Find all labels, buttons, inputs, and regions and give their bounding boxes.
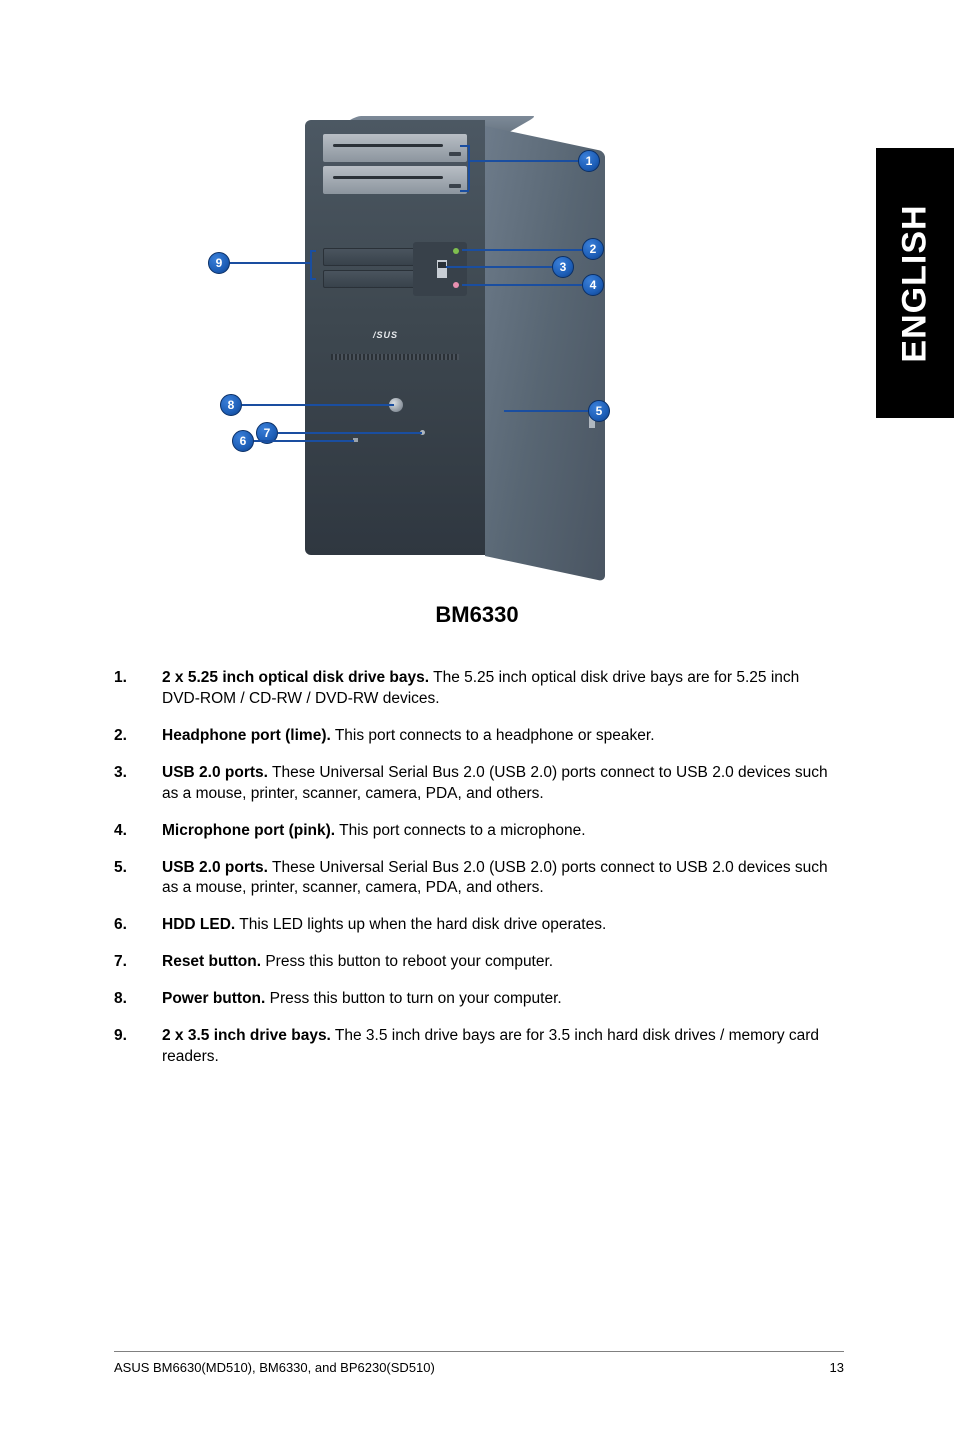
leader-1 [468, 160, 578, 162]
optical-slot [333, 144, 443, 147]
mic-jack [453, 282, 459, 288]
list-num: 3. [114, 763, 162, 805]
list-title: Microphone port (pink). [162, 822, 335, 839]
list-text: This LED lights up when the hard disk dr… [235, 916, 606, 933]
leader-7 [278, 432, 422, 434]
callout-8-num: 8 [228, 398, 235, 412]
model-name: BM6330 [0, 602, 954, 628]
vent-strip [331, 354, 459, 360]
optical-bay-1 [323, 134, 467, 162]
list-body: 2 x 3.5 inch drive bays. The 3.5 inch dr… [162, 1026, 834, 1068]
list-title: Headphone port (lime). [162, 727, 331, 744]
language-tab: ENGLISH [876, 148, 954, 418]
leader-2 [462, 249, 582, 251]
list-title: Reset button. [162, 953, 261, 970]
list-title: Power button. [162, 990, 265, 1007]
callout-3: 3 [552, 256, 574, 278]
callout-7-num: 7 [264, 426, 271, 440]
callout-6: 6 [232, 430, 254, 452]
list-item: 8. Power button. Press this button to tu… [114, 989, 834, 1010]
callout-1: 1 [578, 150, 600, 172]
headphone-jack [453, 248, 459, 254]
list-body: Microphone port (pink). This port connec… [162, 821, 834, 842]
product-diagram: /SUS 1 9 2 3 4 5 8 7 6 [200, 110, 700, 590]
language-tab-text: ENGLISH [896, 204, 935, 362]
feature-list: 1. 2 x 5.25 inch optical disk drive bays… [114, 668, 834, 1084]
list-text: Press this button to reboot your compute… [261, 953, 553, 970]
leader-5 [504, 410, 588, 412]
list-body: HDD LED. This LED lights up when the har… [162, 915, 834, 936]
leader-9 [230, 262, 310, 264]
list-num: 6. [114, 915, 162, 936]
list-body: Headphone port (lime). This port connect… [162, 726, 834, 747]
tower-side [485, 126, 605, 582]
optical-slot [333, 176, 443, 179]
leader-1v [468, 145, 470, 190]
pc-tower: /SUS [295, 120, 565, 560]
list-num: 9. [114, 1026, 162, 1068]
callout-6-num: 6 [240, 434, 247, 448]
list-title: HDD LED. [162, 916, 235, 933]
leader-4 [462, 284, 582, 286]
callout-5-num: 5 [596, 404, 603, 418]
list-item: 3. USB 2.0 ports. These Universal Serial… [114, 763, 834, 805]
callout-4: 4 [582, 274, 604, 296]
leader-1a [460, 145, 469, 147]
callout-2: 2 [582, 238, 604, 260]
list-num: 8. [114, 989, 162, 1010]
list-title: 2 x 5.25 inch optical disk drive bays. [162, 669, 429, 686]
list-body: Reset button. Press this button to reboo… [162, 952, 834, 973]
callout-3-num: 3 [560, 260, 567, 274]
list-num: 7. [114, 952, 162, 973]
footer-page-number: 13 [830, 1360, 844, 1375]
callout-8: 8 [220, 394, 242, 416]
usb-ports-front [437, 260, 447, 278]
list-item: 2. Headphone port (lime). This port conn… [114, 726, 834, 747]
callout-2-num: 2 [590, 242, 597, 256]
optical-eject [449, 152, 461, 156]
list-text: This port connects to a headphone or spe… [331, 727, 655, 744]
list-text: This port connects to a microphone. [335, 822, 585, 839]
list-body: Power button. Press this button to turn … [162, 989, 834, 1010]
list-body: 2 x 5.25 inch optical disk drive bays. T… [162, 668, 834, 710]
leader-9b [310, 278, 316, 280]
callout-5: 5 [588, 400, 610, 422]
list-num: 4. [114, 821, 162, 842]
callout-9-num: 9 [216, 256, 223, 270]
list-body: USB 2.0 ports. These Universal Serial Bu… [162, 858, 834, 900]
callout-9: 9 [208, 252, 230, 274]
optical-bay-2 [323, 166, 467, 194]
leader-9v [310, 250, 312, 278]
list-num: 5. [114, 858, 162, 900]
list-item: 1. 2 x 5.25 inch optical disk drive bays… [114, 668, 834, 710]
list-item: 4. Microphone port (pink). This port con… [114, 821, 834, 842]
list-num: 2. [114, 726, 162, 747]
leader-6 [254, 440, 354, 442]
list-title: 2 x 3.5 inch drive bays. [162, 1027, 331, 1044]
leader-8 [242, 404, 394, 406]
list-body: USB 2.0 ports. These Universal Serial Bu… [162, 763, 834, 805]
leader-3 [446, 266, 552, 268]
list-item: 5. USB 2.0 ports. These Universal Serial… [114, 858, 834, 900]
list-item: 9. 2 x 3.5 inch drive bays. The 3.5 inch… [114, 1026, 834, 1068]
list-text: Press this button to turn on your comput… [265, 990, 561, 1007]
callout-1-num: 1 [586, 154, 593, 168]
list-num: 1. [114, 668, 162, 710]
optical-eject [449, 184, 461, 188]
page-footer: ASUS BM6630(MD510), BM6330, and BP6230(S… [114, 1351, 844, 1375]
front-io-panel [413, 242, 467, 296]
list-title: USB 2.0 ports. [162, 859, 268, 876]
list-item: 6. HDD LED. This LED lights up when the … [114, 915, 834, 936]
list-title: USB 2.0 ports. [162, 764, 268, 781]
tower-front: /SUS [305, 120, 485, 555]
footer-left: ASUS BM6630(MD510), BM6330, and BP6230(S… [114, 1360, 435, 1375]
leader-1b [460, 190, 469, 192]
brand-logo: /SUS [373, 330, 417, 342]
leader-9a [310, 250, 316, 252]
list-item: 7. Reset button. Press this button to re… [114, 952, 834, 973]
callout-4-num: 4 [590, 278, 597, 292]
